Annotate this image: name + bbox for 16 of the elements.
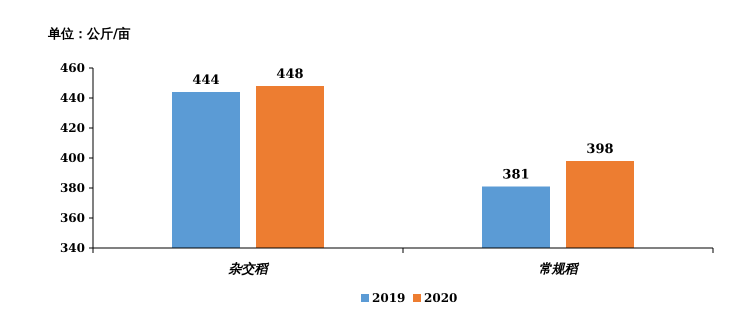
y-tick-label: 340 <box>60 241 85 255</box>
y-tick-label: 380 <box>60 181 85 195</box>
y-tick-label: 360 <box>60 211 85 225</box>
data-label: 448 <box>276 67 304 82</box>
y-tick-label: 460 <box>60 61 85 75</box>
y-tick-label: 420 <box>60 121 85 135</box>
y-axis-title: 单位：公斤/亩 <box>47 26 131 42</box>
legend-label: 2020 <box>424 291 458 305</box>
data-label: 444 <box>192 73 220 88</box>
y-tick-label: 440 <box>60 91 85 105</box>
x-tick-label: 常规稻 <box>538 262 580 277</box>
legend-label: 2019 <box>372 291 406 305</box>
x-tick-label: 杂交稻 <box>228 261 270 277</box>
data-label: 398 <box>586 142 614 157</box>
y-tick-label: 400 <box>60 151 85 165</box>
data-label: 381 <box>502 168 530 182</box>
